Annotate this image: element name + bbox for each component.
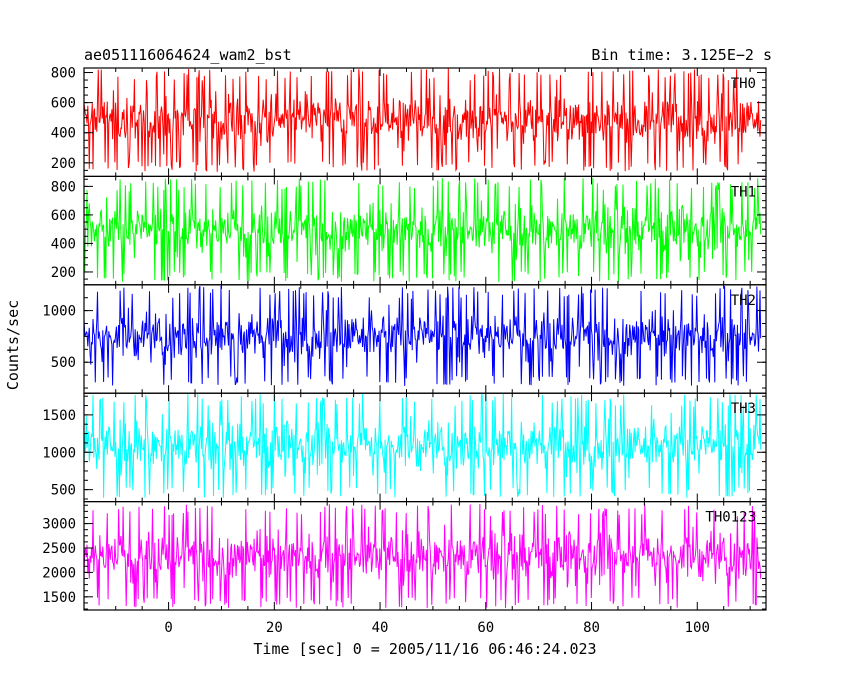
y-tick-label: 400 bbox=[51, 236, 76, 252]
y-tick-label: 200 bbox=[51, 265, 76, 281]
series-trace-th1 bbox=[84, 177, 762, 282]
series-trace-th3 bbox=[84, 393, 762, 498]
x-axis-label: Time [sec] 0 = 2005/11/16 06:46:24.023 bbox=[253, 640, 596, 658]
panel-label-th0123: TH0123 bbox=[705, 510, 756, 526]
x-tick-label: 20 bbox=[266, 620, 283, 636]
y-tick-label: 1500 bbox=[42, 590, 76, 606]
y-tick-label: 800 bbox=[51, 179, 76, 195]
panel-th0123: 1500 2000 2500 3000 TH0123 bbox=[42, 501, 767, 611]
y-tick-label: 1500 bbox=[42, 408, 76, 424]
y-tick-label: 200 bbox=[51, 156, 76, 172]
panel-label-th3: TH3 bbox=[731, 401, 756, 417]
y-tick-label: 500 bbox=[51, 355, 76, 371]
y-tick-label: 600 bbox=[51, 208, 76, 224]
chart-subtitle: Bin time: 3.125E−2 s bbox=[591, 46, 772, 64]
y-tick-label: 1000 bbox=[42, 445, 76, 461]
series-trace-th0123 bbox=[84, 503, 762, 609]
panel-frame bbox=[83, 501, 767, 611]
panel-label-th1: TH1 bbox=[731, 184, 756, 200]
y-tick-label: 500 bbox=[51, 483, 76, 499]
series-trace-th0 bbox=[84, 68, 762, 172]
y-tick-label: 1000 bbox=[42, 304, 76, 320]
y-tick-label: 3000 bbox=[42, 517, 76, 533]
y-axis-label: Counts/sec bbox=[4, 300, 22, 390]
x-tick-label: 0 bbox=[164, 620, 172, 636]
x-tick-label: 100 bbox=[685, 620, 710, 636]
y-tick-label: 2500 bbox=[42, 541, 76, 557]
chart-title: ae051116064624_wam2_bst bbox=[84, 46, 292, 64]
y-tick-label: 600 bbox=[51, 96, 76, 112]
y-tick-label: 800 bbox=[51, 66, 76, 82]
x-tick-label: 80 bbox=[583, 620, 600, 636]
panel-th0: 200 400 600 800 TH0 bbox=[51, 66, 767, 178]
panel-label-th2: TH2 bbox=[731, 293, 756, 309]
series-trace-th2 bbox=[84, 285, 762, 386]
y-tick-label: 2000 bbox=[42, 565, 76, 581]
panel-th3: 500 1000 1500 TH3 bbox=[42, 392, 767, 503]
x-tick-label: 60 bbox=[477, 620, 494, 636]
panel-th2: 500 1000 TH2 bbox=[42, 284, 767, 394]
x-tick-label: 40 bbox=[372, 620, 389, 636]
y-tick-label: 400 bbox=[51, 126, 76, 142]
panels-group: 200 400 600 800 TH0 200 400 600 800 TH1 500 1000 TH2… bbox=[42, 66, 767, 611]
panel-label-th0: TH0 bbox=[731, 76, 756, 92]
x-axis: 0 20 40 60 80 100 bbox=[164, 620, 710, 636]
panel-th1: 200 400 600 800 TH1 bbox=[51, 175, 767, 286]
